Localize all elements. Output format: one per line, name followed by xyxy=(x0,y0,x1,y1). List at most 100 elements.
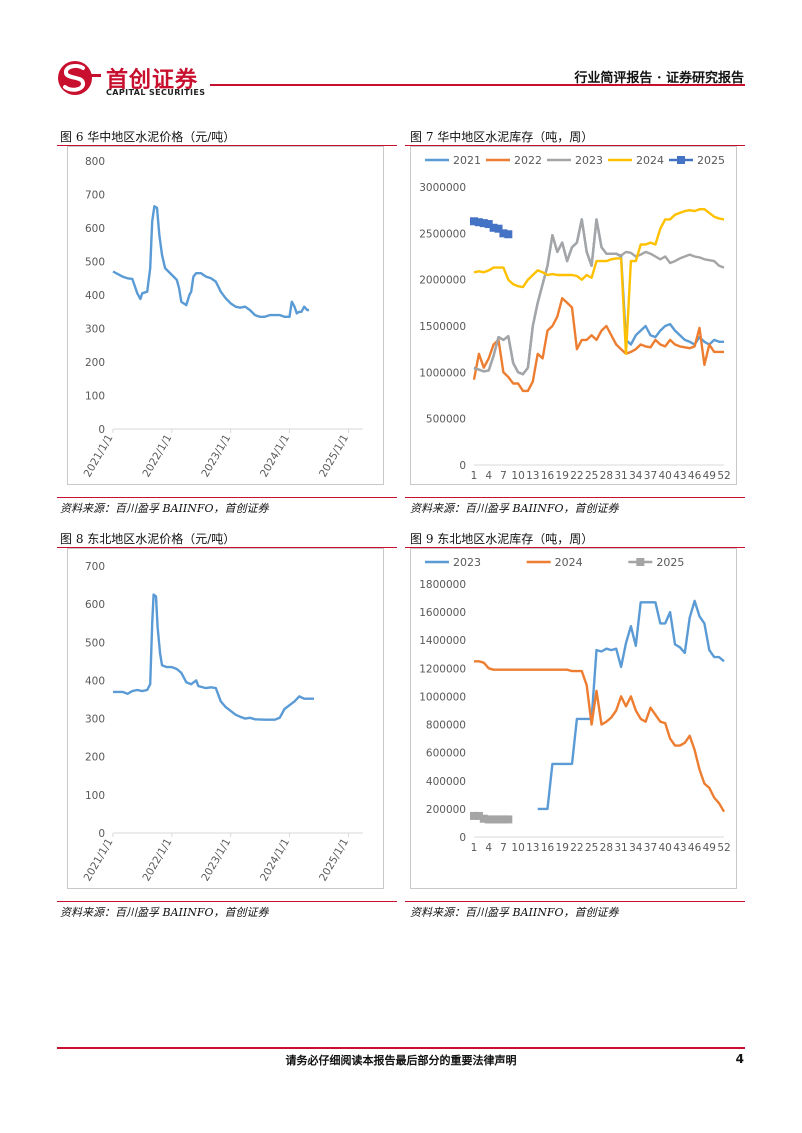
chart-1-series-2025-point xyxy=(494,224,503,233)
chart-0-y-tick-label: 600 xyxy=(85,223,105,235)
chart-0-x-tick-label: 2022/1/1 xyxy=(140,433,174,480)
chart-1-y-tick-label: 2500000 xyxy=(419,228,466,240)
chart-2-y-tick-label: 400 xyxy=(85,675,105,687)
chart-3-y-tick-label: 400000 xyxy=(426,776,466,788)
chart-1-legend-label: 2023 xyxy=(575,154,603,167)
chart-1-series-2025-point xyxy=(470,217,478,226)
chart-0-y-tick-label: 700 xyxy=(85,190,105,202)
chart-3-y-tick-label: 0 xyxy=(459,832,466,844)
chart-3-x-tick-label: 1 xyxy=(471,842,478,854)
chart-3-series-2025-point xyxy=(494,815,503,824)
chart-1-y-tick-label: 500000 xyxy=(426,414,466,426)
figure-7-source-rule xyxy=(405,497,745,498)
header-divider xyxy=(210,84,745,86)
chart-1-x-tick-label: 16 xyxy=(541,470,555,482)
chart-1-x-tick-label: 40 xyxy=(658,470,671,482)
chart-1-x-tick-label: 52 xyxy=(717,470,730,482)
figure-7-title: 图 7 华中地区水泥库存（吨，周） xyxy=(410,130,594,144)
chart-1-x-tick-label: 25 xyxy=(585,470,598,482)
chart-1-x-tick-label: 43 xyxy=(673,470,686,482)
chart-3-y-tick-label: 200000 xyxy=(426,804,466,816)
chart-3-x-tick-label: 52 xyxy=(717,842,730,854)
chart-3-x-tick-label: 16 xyxy=(541,842,555,854)
chart-3-x-tick-label: 49 xyxy=(703,842,716,854)
chart-2-y-tick-label: 600 xyxy=(85,599,105,611)
chart-3-x-tick-label: 37 xyxy=(644,842,657,854)
chart-1-legend-marker xyxy=(677,156,685,164)
chart-1-series-2024-line xyxy=(473,208,725,356)
figure-8-title-rule xyxy=(57,547,397,548)
chart-2-y-tick-label: 200 xyxy=(85,752,105,764)
page-number: 4 xyxy=(735,1052,744,1066)
capital-securities-logo-icon xyxy=(58,61,101,95)
chart-2-x-tick-label: 2024/1/1 xyxy=(258,837,292,884)
figure-8-chart: 0 100 200 300 400 500 600 700 2021/1/1 2022/1/1 20… xyxy=(67,548,384,889)
chart-1-series-2025-point xyxy=(479,219,488,228)
chart-1-x-tick-label: 13 xyxy=(526,470,539,482)
chart-3-series-2025-point xyxy=(479,814,488,823)
chart-0-x-tick-label: 2024/1/1 xyxy=(258,433,292,480)
chart-1-x-tick-label: 4 xyxy=(485,470,492,482)
chart-1-x-tick-label: 10 xyxy=(511,470,524,482)
chart-2-x-tick-label: 2025/1/1 xyxy=(317,837,351,884)
figure-6-source-rule xyxy=(57,497,397,498)
chart-3-x-tick-label: 4 xyxy=(485,842,492,854)
report-type-label: 行业简评报告 · 证券研究报告 xyxy=(574,71,744,86)
chart-1-x-tick-label: 34 xyxy=(629,470,643,482)
chart-3-y-tick-label: 1000000 xyxy=(419,691,466,703)
chart-3-x-tick-label: 31 xyxy=(614,842,627,854)
chart-0-y-tick-label: 500 xyxy=(85,257,105,269)
chart-0-y-tick-label: 200 xyxy=(85,357,105,369)
chart-1-y-tick-label: 1000000 xyxy=(419,367,466,379)
chart-3-x-tick-label: 43 xyxy=(673,842,686,854)
chart-3-x-tick-label: 19 xyxy=(556,842,569,854)
figure-9-source-rule xyxy=(405,901,745,902)
chart-3-x-tick-label: 34 xyxy=(629,842,643,854)
figure-8-source-rule xyxy=(57,901,397,902)
chart-1-x-tick-label: 37 xyxy=(644,470,657,482)
chart-3-y-tick-label: 1400000 xyxy=(419,635,466,647)
chart-3-series-2025-point xyxy=(474,811,483,820)
figure-6-title-rule xyxy=(57,145,397,146)
figure-6-source: 资料来源：百川盈孚 BAIINFO，首创证券 xyxy=(60,502,269,515)
chart-1-series-2025-point xyxy=(504,230,513,239)
chart-0-x-tick-label: 2023/1/1 xyxy=(199,433,233,480)
chart-1-series-2025-point xyxy=(489,223,498,232)
figure-8-source: 资料来源：百川盈孚 BAIINFO，首创证券 xyxy=(60,906,269,919)
chart-2-y-tick-label: 100 xyxy=(85,790,105,802)
figure-7-title-rule xyxy=(405,145,745,146)
chart-1-x-tick-label: 28 xyxy=(600,470,613,482)
legal-disclaimer: 请务必仔细阅读本报告最后部分的重要法律声明 xyxy=(285,1054,517,1067)
chart-0-series-price-line xyxy=(112,205,309,319)
figure-9-chart-svg: 0 200000 400000 600000 800000 1000000 1200000 1… xyxy=(419,556,730,854)
chart-3-y-tick-label: 1800000 xyxy=(419,579,466,591)
chart-1-legend-label: 2025 xyxy=(697,154,725,167)
chart-1-x-tick-label: 22 xyxy=(570,470,583,482)
chart-3-series-2023-line xyxy=(537,599,725,811)
chart-1-x-tick-label: 46 xyxy=(688,470,702,482)
chart-3-series-2025-point xyxy=(489,815,498,824)
chart-2-y-tick-label: 0 xyxy=(98,828,105,840)
chart-3-x-tick-label: 25 xyxy=(585,842,598,854)
chart-0-y-tick-label: 300 xyxy=(85,324,105,336)
chart-1-x-tick-label: 7 xyxy=(500,470,507,482)
figure-6-title: 图 6 华中地区水泥价格（元/吨） xyxy=(60,130,236,144)
figure-7-chart-svg: 0 500000 1000000 1500000 2000000 2500000 30000… xyxy=(419,154,730,482)
chart-1-x-tick-label: 31 xyxy=(614,470,627,482)
chart-1-series-2025-point xyxy=(499,229,508,238)
chart-0-x-tick-label: 2021/1/1 xyxy=(82,433,116,480)
figure-7-source: 资料来源：百川盈孚 BAIINFO，首创证券 xyxy=(410,502,619,515)
chart-3-x-tick-label: 22 xyxy=(570,842,583,854)
chart-3-y-tick-label: 800000 xyxy=(426,720,466,732)
chart-1-x-tick-label: 19 xyxy=(556,470,569,482)
chart-1-series-2025-point xyxy=(484,220,493,229)
chart-0-y-tick-label: 100 xyxy=(85,391,105,403)
logo-text-cn: 首创证券 xyxy=(106,68,199,93)
chart-3-x-tick-label: 28 xyxy=(600,842,613,854)
chart-2-x-tick-label: 2021/1/1 xyxy=(82,837,116,884)
chart-1-y-tick-label: 2000000 xyxy=(419,275,466,287)
chart-0-y-tick-label: 0 xyxy=(98,424,105,436)
chart-3-y-tick-label: 600000 xyxy=(426,748,466,760)
chart-3-legend-label: 2025 xyxy=(656,556,684,569)
page-header: 首创证券 CAPITAL SECURITIES 行业简评报告 · 证券研究报告 xyxy=(0,0,802,100)
